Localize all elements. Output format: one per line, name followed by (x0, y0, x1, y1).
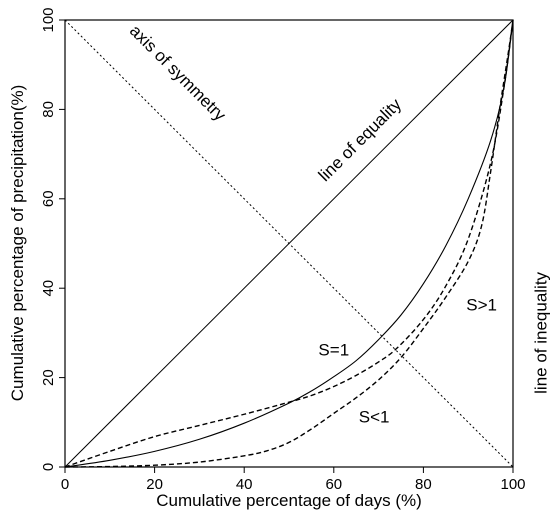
axis-ticks: 0 20 40 60 80 100 0 20 40 60 80 100 (40, 7, 526, 493)
y-tick-label: 20 (40, 369, 57, 386)
y-tick-label: 60 (40, 190, 57, 207)
annotation-label: S>1 (466, 296, 497, 315)
y-axis-title: Cumulative percentage of precipitation(%… (8, 85, 27, 402)
x-axis-title: Cumulative percentage of days (%) (156, 491, 422, 510)
x-tick-label: 40 (236, 476, 253, 493)
x-tick-label: 60 (325, 476, 342, 493)
annotations-group: axis of symmetry line of equality S=1 S<1 S>… (126, 21, 550, 426)
series-line-s-equal-1 (64, 19, 514, 468)
x-tick-label: 80 (415, 476, 432, 493)
y-tick-label: 0 (40, 463, 57, 471)
series-line-symmetry (64, 19, 514, 468)
y-tick-label: 80 (40, 101, 57, 118)
x-tick-label: 20 (146, 476, 163, 493)
series-line-s-less-1 (64, 19, 514, 468)
annotation-label: line of inequality (532, 271, 550, 393)
annotation-label: S=1 (318, 340, 349, 359)
y-tick-label: 100 (40, 7, 57, 32)
series-group (64, 19, 514, 468)
y-tick-label: 40 (40, 280, 57, 297)
annotation-label: axis of symmetry (126, 21, 230, 125)
annotation-label: S<1 (359, 407, 390, 426)
x-tick-label: 100 (500, 476, 525, 493)
annotation-label: line of equality (315, 94, 406, 185)
series-line-s-greater-1 (64, 19, 514, 468)
plot-frame (64, 19, 514, 468)
x-tick-label: 0 (61, 476, 69, 493)
